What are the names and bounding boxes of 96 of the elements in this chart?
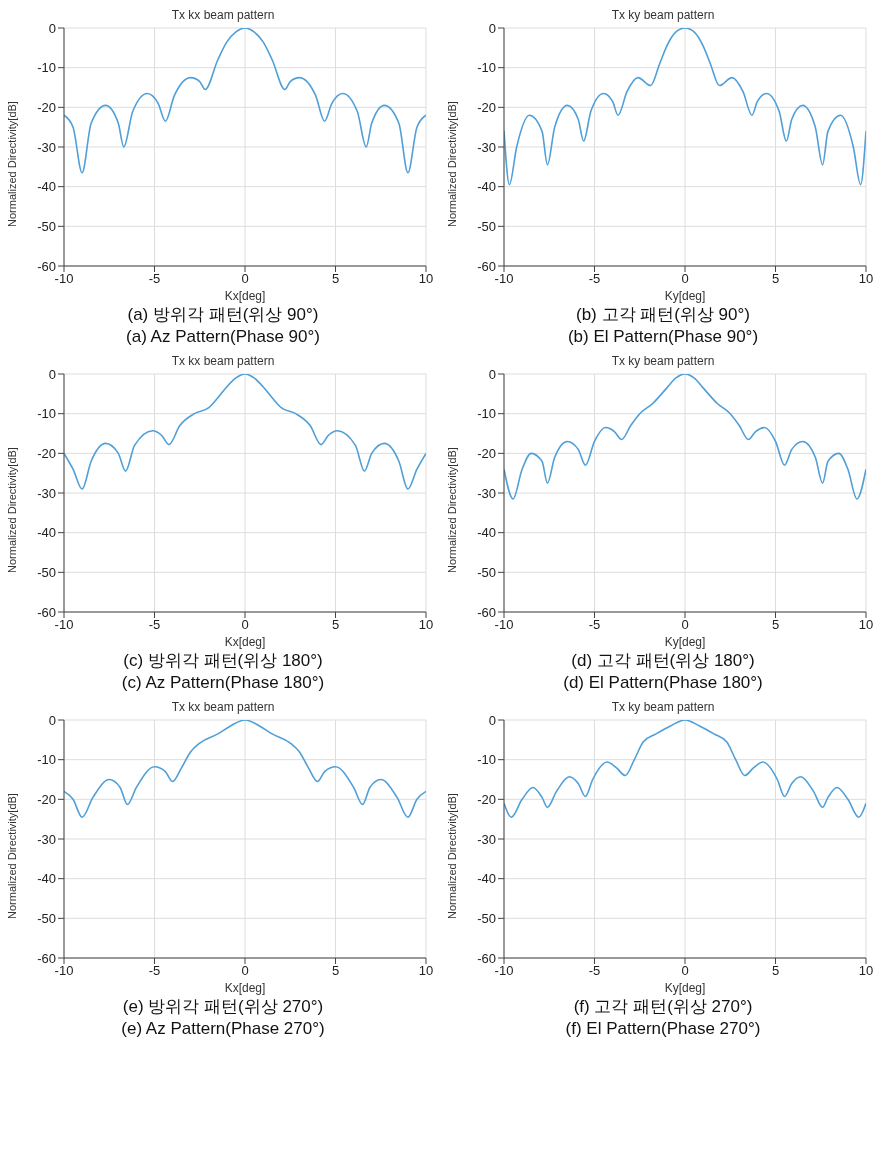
y-tick-label: 0	[48, 366, 56, 382]
x-tick-label: 0	[241, 617, 249, 633]
y-tick-label: -30	[477, 139, 496, 155]
y-tick-label: -20	[477, 791, 496, 807]
x-tick-label: 0	[681, 271, 689, 287]
x-tick-label: 10	[858, 963, 874, 979]
y-tick-label: -60	[477, 604, 496, 620]
x-axis-title: Ky[deg]	[664, 981, 706, 995]
chart-title: Tx ky beam pattern	[610, 8, 716, 22]
y-tick-label: -10	[477, 60, 496, 76]
text: (f) El Pattern(Phase 270°)	[564, 1018, 762, 1040]
chart-title: Tx kx beam pattern	[170, 8, 276, 22]
y-axis-title: Normalized Directivity[dB]	[445, 101, 458, 227]
y-tick-label: -60	[477, 950, 496, 966]
y-tick-label: -20	[37, 99, 56, 115]
x-tick-label: 5	[331, 617, 340, 633]
y-tick-label: -30	[477, 831, 496, 847]
y-tick-label: 0	[48, 712, 56, 728]
y-axis-title: Normalized Directivity[dB]	[5, 447, 18, 573]
y-tick-label: -50	[477, 910, 496, 926]
x-axis-title: Kx[deg]	[224, 635, 266, 649]
y-tick-label: -40	[477, 179, 496, 195]
y-axis-title: Normalized Directivity[dB]	[5, 793, 18, 919]
y-tick-label: -50	[37, 564, 56, 580]
y-tick-label: -50	[477, 564, 496, 580]
x-tick-label: 0	[681, 617, 689, 633]
y-axis-title: Normalized Directivity[dB]	[445, 793, 458, 919]
y-tick-label: -10	[37, 406, 56, 422]
y-tick-label: -40	[37, 871, 56, 887]
y-tick-label: 0	[48, 20, 56, 36]
text: (c) 방위각 패턴(위상 180°)	[122, 650, 324, 672]
text: (a) Az Pattern(Phase 90°)	[125, 326, 321, 348]
y-tick-label: -30	[477, 485, 496, 501]
y-tick-label: -50	[37, 218, 56, 234]
y-tick-label: 0	[488, 712, 496, 728]
x-tick-label: 10	[858, 617, 874, 633]
chart-title: Tx ky beam pattern	[610, 700, 716, 714]
y-tick-label: -10	[37, 60, 56, 76]
text: (b) 고각 패턴(위상 90°)	[575, 304, 751, 326]
y-tick-label: -20	[37, 791, 56, 807]
y-tick-label: -20	[37, 445, 56, 461]
x-tick-label: 0	[241, 963, 249, 979]
y-tick-label: -20	[477, 99, 496, 115]
x-tick-label: 0	[241, 271, 249, 287]
chart-title: Tx kx beam pattern	[170, 700, 276, 714]
x-tick-label: -5	[588, 963, 601, 979]
y-tick-label: -50	[477, 218, 496, 234]
text: (e) 방위각 패턴(위상 270°)	[121, 996, 325, 1018]
text: (d) 고각 패턴(위상 180°)	[570, 650, 756, 672]
y-tick-label: -20	[477, 445, 496, 461]
y-tick-label: -30	[37, 831, 56, 847]
y-tick-label: -60	[37, 604, 56, 620]
x-tick-label: -5	[148, 271, 161, 287]
x-tick-label: 0	[681, 963, 689, 979]
x-tick-label: -5	[588, 271, 601, 287]
chart-title: Tx ky beam pattern	[610, 354, 716, 368]
x-axis-title: Ky[deg]	[664, 635, 706, 649]
x-tick-label: 5	[331, 271, 340, 287]
y-tick-label: -40	[37, 179, 56, 195]
x-tick-label: 10	[418, 271, 434, 287]
text: (a) 방위각 패턴(위상 90°)	[126, 304, 320, 326]
x-tick-label: 10	[418, 617, 434, 633]
x-tick-label: 5	[771, 963, 780, 979]
x-tick-label: -5	[148, 963, 161, 979]
y-axis-title: Normalized Directivity[dB]	[5, 101, 18, 227]
x-axis-title: Kx[deg]	[224, 981, 266, 995]
y-tick-label: -60	[37, 258, 56, 274]
text: (f) 고각 패턴(위상 270°)	[572, 996, 754, 1018]
y-tick-label: -40	[477, 525, 496, 541]
y-tick-label: -50	[37, 910, 56, 926]
y-tick-label: -40	[37, 525, 56, 541]
y-tick-label: -10	[477, 406, 496, 422]
y-tick-label: -60	[477, 258, 496, 274]
x-axis-title: Kx[deg]	[224, 289, 266, 303]
x-tick-label: 5	[331, 963, 340, 979]
text: (d) El Pattern(Phase 180°)	[562, 672, 764, 694]
x-tick-label: 10	[418, 963, 434, 979]
x-axis-title: Ky[deg]	[664, 289, 706, 303]
text: (e) Az Pattern(Phase 270°)	[120, 1018, 326, 1040]
y-tick-label: -10	[477, 752, 496, 768]
y-tick-label: -60	[37, 950, 56, 966]
y-tick-label: -40	[477, 871, 496, 887]
x-tick-label: 5	[771, 617, 780, 633]
y-tick-label: 0	[488, 20, 496, 36]
chart-title: Tx kx beam pattern	[170, 354, 276, 368]
y-tick-label: -10	[37, 752, 56, 768]
text: (c) Az Pattern(Phase 180°)	[120, 672, 326, 694]
x-tick-label: 5	[771, 271, 780, 287]
y-tick-label: 0	[488, 366, 496, 382]
y-tick-label: -30	[37, 485, 56, 501]
y-tick-label: -30	[37, 139, 56, 155]
x-tick-label: 10	[858, 271, 874, 287]
x-tick-label: -5	[148, 617, 161, 633]
x-tick-label: -5	[588, 617, 601, 633]
y-axis-title: Normalized Directivity[dB]	[445, 447, 458, 573]
text: (b) El Pattern(Phase 90°)	[566, 326, 760, 348]
